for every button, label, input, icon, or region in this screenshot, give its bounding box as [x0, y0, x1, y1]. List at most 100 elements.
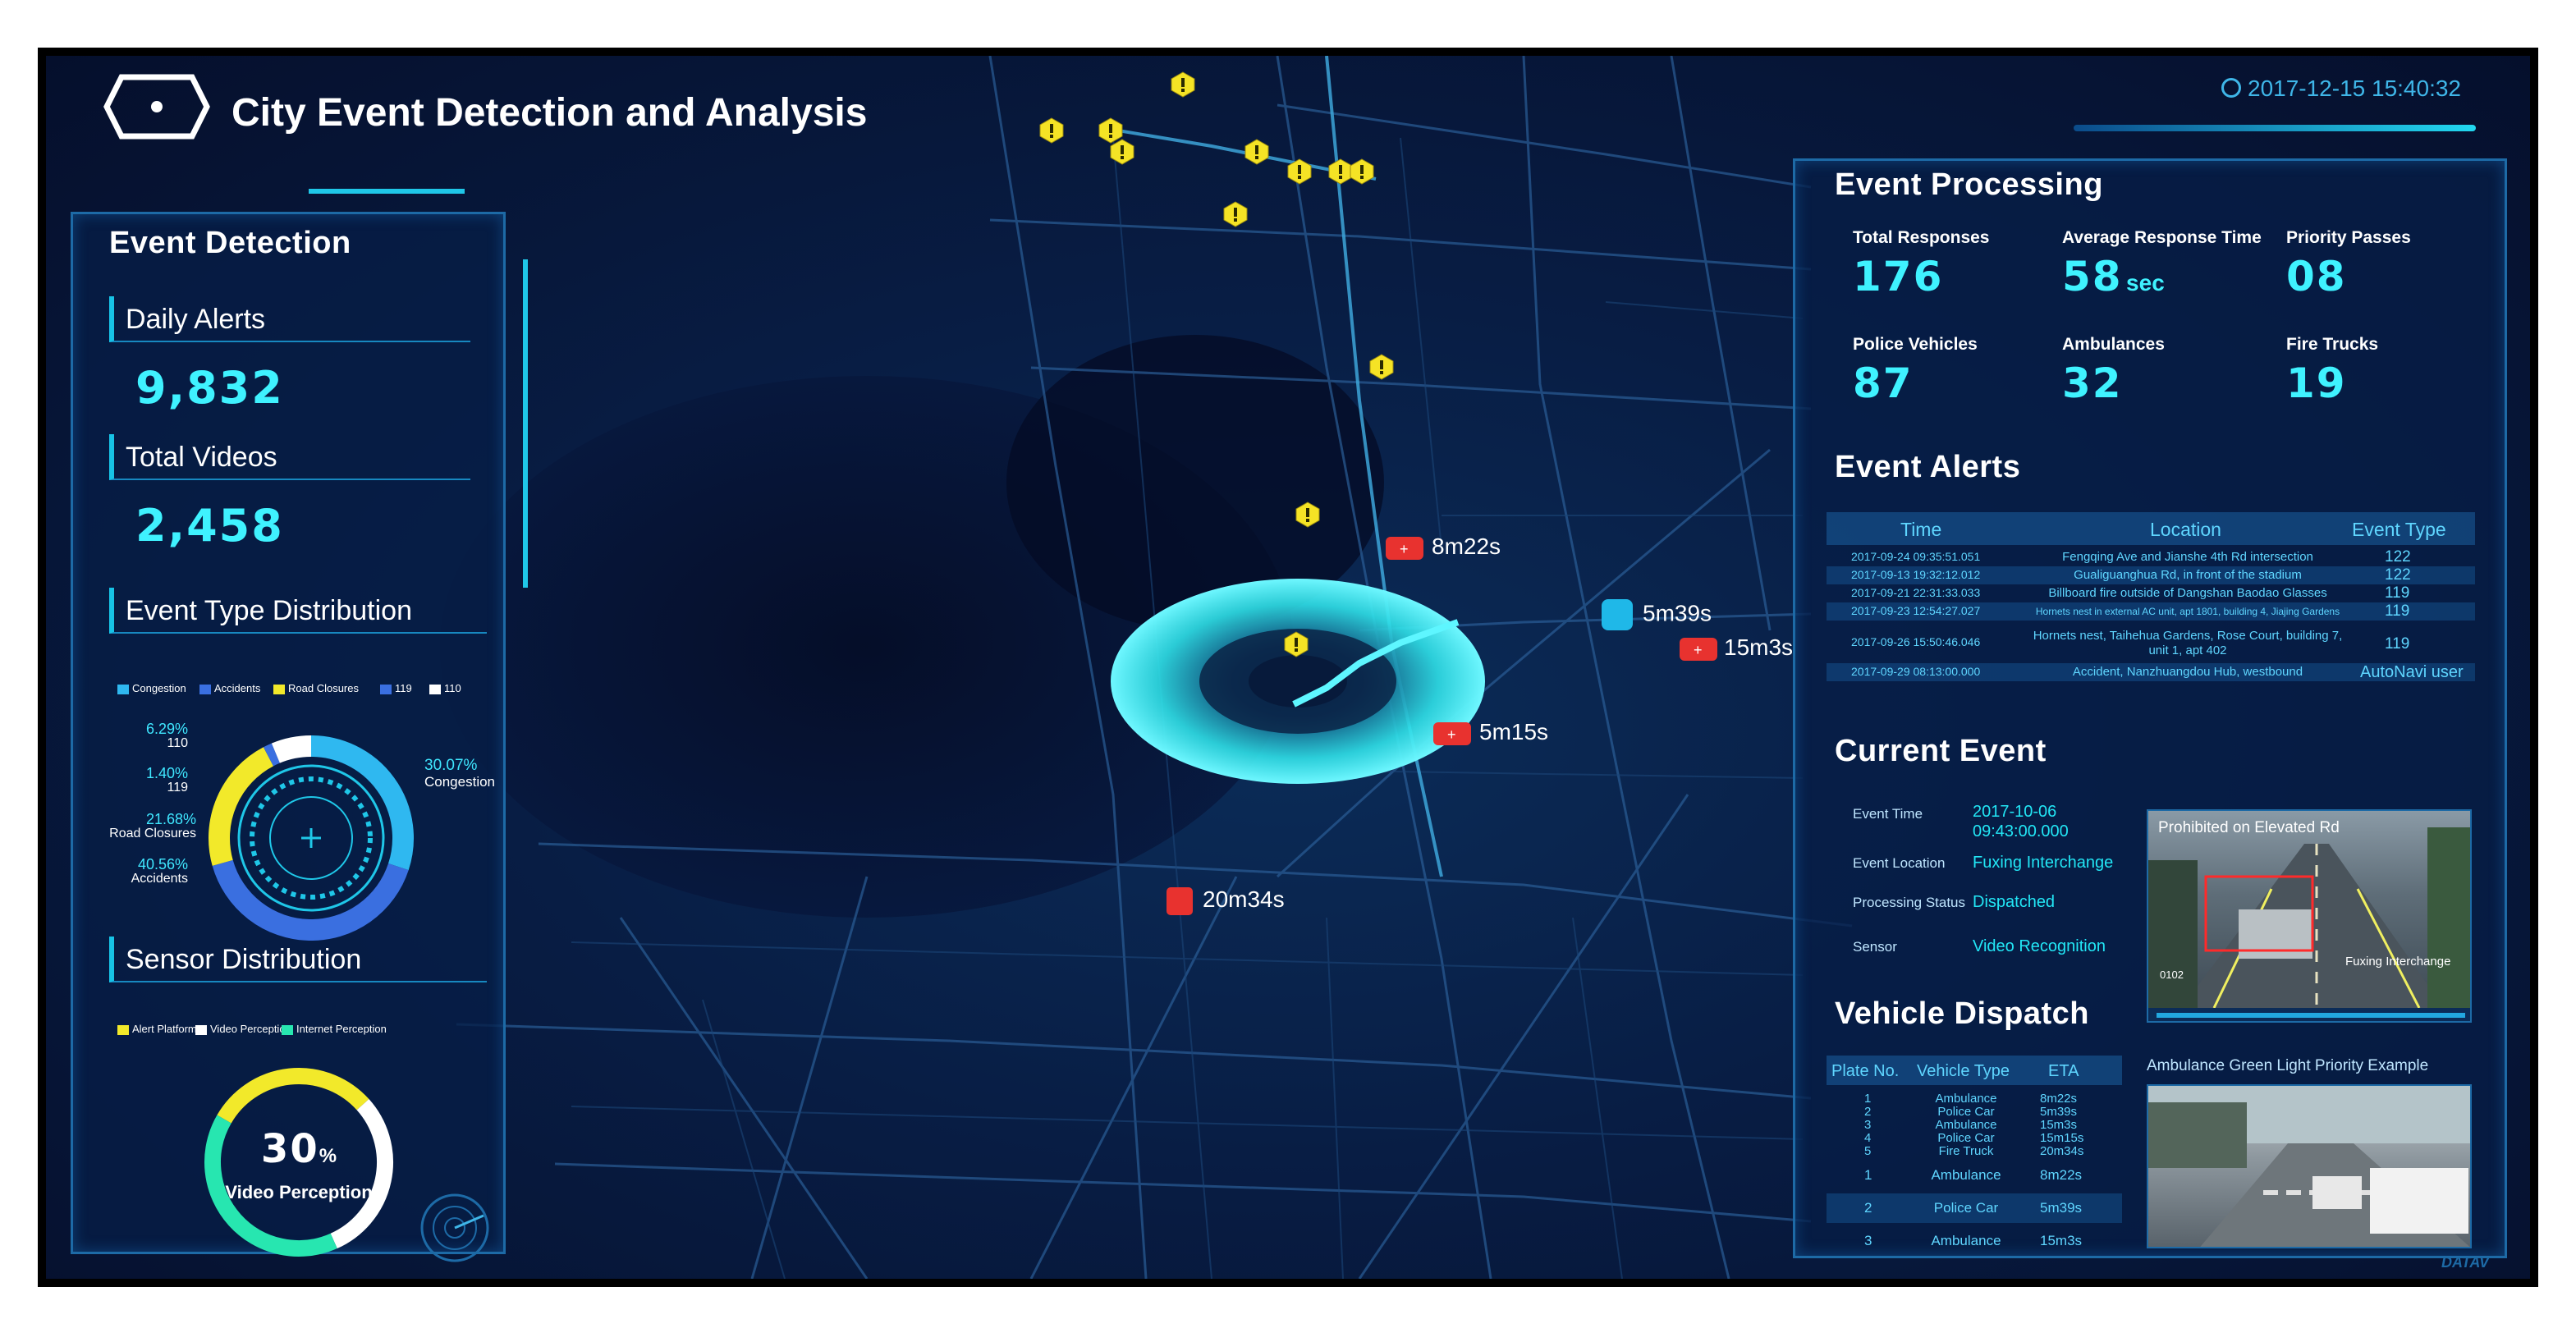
alert-row[interactable]: 2017-09-13 19:32:12.012 Gualiguanghua Rd,… [1827, 566, 2475, 584]
label-congestion: 30.07% Congestion [424, 758, 515, 790]
stat-average-response-time-label: Average Response Time [2062, 228, 2262, 247]
daily-alerts-label: Daily Alerts [109, 296, 470, 342]
header-eta: ETA [2048, 1062, 2079, 1080]
alert-marker-icon[interactable] [1327, 158, 1354, 185]
dispatch-row-detail[interactable]: 2 Police Car 5m39s [1827, 1193, 2122, 1223]
event-alerts-table[interactable]: Time Location Event Type 2017-09-24 09:3… [1827, 512, 2475, 726]
alert-row[interactable]: 2017-09-24 09:35:51.051 Fengqing Ave and … [1827, 548, 2475, 566]
alert-marker-icon[interactable] [1222, 200, 1249, 228]
donut-slice-video-perception[interactable] [330, 1099, 393, 1249]
alert-row[interactable]: 2017-09-26 15:50:46.046 Hornets nest, Tai… [1827, 627, 2475, 660]
label-110: 6.29% 110 [131, 721, 188, 751]
current-event-details: Event Time 2017-10-06 09:43:00.000 Event… [1853, 801, 2132, 998]
dispatch-eta: 15m3s [2040, 1118, 2078, 1132]
sensor-distribution-title: Sensor Distribution [109, 937, 487, 982]
dispatch-plate: 2 [1864, 1200, 1872, 1216]
header: City Event Detection and Analysis 2017-1… [46, 56, 2530, 194]
alert-marker-icon[interactable] [1038, 117, 1066, 144]
label-congestion-percent: 30.07% [424, 757, 478, 774]
alert-marker-icon[interactable] [1108, 138, 1136, 166]
video-caption: Prohibited on Elevated Rd [2158, 819, 2340, 836]
dispatch-row[interactable]: 4 Police Car 15m15s [1827, 1131, 2122, 1145]
detection-box [2204, 875, 2314, 952]
alert-time: 2017-09-24 09:35:51.051 [1851, 550, 1981, 563]
alert-marker-icon[interactable] [1097, 117, 1125, 144]
event-processing-title: Event Processing [1835, 167, 2103, 202]
ambulance-eta-3[interactable]: +5m15s [1433, 719, 1548, 745]
dispatch-eta: 15m3s [2040, 1233, 2083, 1248]
sensor-legend: Alert Platform Video Perception Internet… [117, 1023, 495, 1039]
header-underline [309, 189, 465, 194]
alert-marker-icon[interactable] [1348, 158, 1376, 185]
sensor-donut-chart[interactable] [196, 1060, 401, 1265]
dispatch-row-detail[interactable]: 3 Ambulance 15m3s [1827, 1226, 2122, 1256]
event-time-value-clock: 09:43:00.000 [1973, 822, 2069, 840]
donut-slice-road-closures[interactable] [209, 747, 274, 866]
dispatch-row[interactable]: 3 Ambulance 15m3s [1827, 1118, 2122, 1132]
stat-priority-passes-value: 08 [2286, 253, 2347, 300]
dispatch-type: Ambulance [1931, 1167, 2001, 1183]
event-alerts-title: Event Alerts [1835, 450, 2021, 484]
legend-119: 119 [380, 682, 412, 694]
alert-row[interactable]: 2017-09-21 22:31:33.033 Billboard fire ou… [1827, 584, 2475, 602]
donut-slice-accidents[interactable] [212, 859, 409, 941]
daily-alerts-value: 9,832 [135, 362, 284, 414]
alert-marker-icon[interactable] [1294, 501, 1322, 529]
stat-average-response-time-unit: sec [2126, 270, 2165, 295]
donut-slice-internet-perception[interactable] [204, 1115, 337, 1257]
dispatch-row[interactable]: 5 Fire Truck 20m34s [1827, 1144, 2122, 1158]
alert-marker-icon[interactable] [1368, 353, 1396, 381]
stat-ambulances-label: Ambulances [2062, 335, 2165, 354]
header-vehicle-type: Vehicle Type [1917, 1062, 2010, 1080]
dispatch-eta: 8m22s [2040, 1167, 2083, 1183]
dispatch-row[interactable]: 1 Ambulance 8m22s [1827, 1092, 2122, 1106]
video-overlay-location: Fuxing Interchange [2345, 955, 2451, 969]
event-processing-panel: Event Processing Total Responses 176 Ave… [1793, 158, 2507, 1258]
donut-inner-ring [237, 764, 385, 912]
video-progress-bar[interactable] [2148, 1008, 2470, 1021]
dispatch-type: Police Car [1937, 1105, 1995, 1119]
donut-slice-congestion[interactable] [310, 735, 414, 871]
donut-slice-110[interactable] [271, 735, 312, 763]
alert-row[interactable]: 2017-09-29 08:13:00.000 Accident, Nanzhua… [1827, 663, 2475, 681]
ambulance-icon: + [1386, 536, 1423, 560]
lake-area-2 [1006, 335, 1384, 630]
alert-time: 2017-09-26 15:50:46.046 [1851, 635, 1981, 648]
stat-priority-passes-label: Priority Passes [2286, 228, 2411, 247]
police-car-eta[interactable]: 5m39s [1602, 599, 1712, 630]
dispatch-type: Ambulance [1935, 1092, 1997, 1106]
stat-priority-passes: Priority Passes 08 [2286, 228, 2483, 300]
alert-marker-icon[interactable] [1282, 630, 1310, 658]
alert-marker-icon[interactable] [1286, 158, 1313, 185]
fire-truck-eta[interactable]: 20m34s [1167, 886, 1285, 915]
donut-slice-119[interactable] [263, 743, 281, 767]
vehicle-dispatch-table[interactable]: Plate No. Vehicle Type ETA 1 Ambulance 8m2… [1827, 1056, 2122, 1253]
police-car-icon [1602, 599, 1633, 630]
alert-marker-icon[interactable] [1169, 71, 1197, 98]
city-map[interactable] [46, 56, 2530, 1279]
alert-location: Billboard fire outside of Dangshan Baoda… [2048, 586, 2327, 600]
header-location: Location [2150, 519, 2221, 540]
ambulance-eta-2[interactable]: +15m3s [1680, 634, 1793, 661]
label-road-closures: 21.68% Road Closures [81, 812, 196, 841]
dispatch-row-detail[interactable]: 1 Ambulance 8m22s [1827, 1161, 2122, 1190]
dispatch-plate: 3 [1864, 1233, 1872, 1248]
stat-police-vehicles-value: 87 [1853, 360, 1914, 407]
ambulance-icon: + [1433, 721, 1471, 745]
stat-total-responses-value: 176 [1853, 253, 1944, 300]
ambulance-scene-image [2148, 1086, 2470, 1247]
ambulance-eta-1[interactable]: +8m22s [1386, 534, 1501, 560]
dispatch-eta: 20m34s [2040, 1144, 2084, 1158]
sensor-value: Video Recognition [1973, 937, 2106, 955]
event-type-distribution-title: Event Type Distribution [109, 588, 487, 634]
alert-marker-icon[interactable] [1243, 138, 1271, 166]
stat-fire-trucks-value: 19 [2286, 360, 2347, 407]
current-event-video[interactable]: Prohibited on Elevated Rd Fuxing Interch… [2147, 809, 2472, 1023]
event-type-donut-chart[interactable] [196, 723, 426, 953]
donut-slice-alert-platform[interactable] [217, 1068, 369, 1124]
ambulance-video[interactable] [2147, 1084, 2472, 1248]
dispatch-type: Police Car [1933, 1200, 1999, 1216]
video-progress-fill [2157, 1013, 2465, 1018]
dispatch-row[interactable]: 2 Police Car 5m39s [1827, 1105, 2122, 1119]
alert-row[interactable]: 2017-09-23 12:54:27.027 Hornets nest in e… [1827, 602, 2475, 621]
